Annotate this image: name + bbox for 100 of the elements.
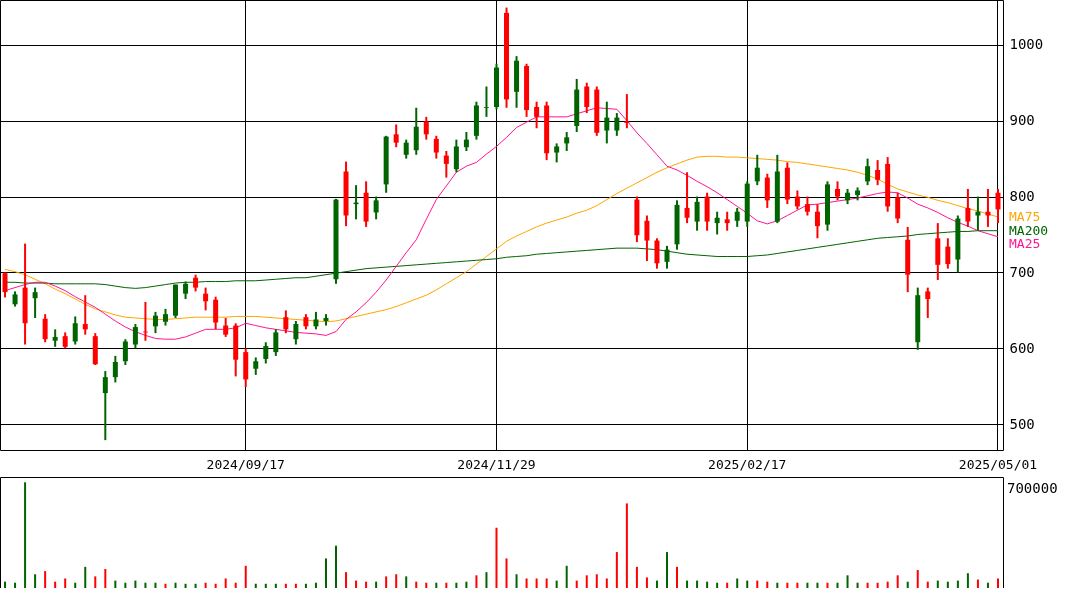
text: 700000: [1007, 480, 1058, 496]
bar: [635, 566, 638, 588]
y-tick-label: 900: [1009, 112, 1035, 129]
candlestick: [223, 316, 229, 338]
candlestick: [664, 244, 670, 270]
candlestick: [794, 189, 800, 211]
bar: [184, 583, 187, 588]
x-tick-label: 2024/11/29: [457, 456, 536, 472]
bar: [555, 580, 558, 588]
bar: [605, 578, 608, 588]
bar: [144, 582, 147, 588]
candlestick: [263, 341, 269, 365]
candlestick: [82, 294, 88, 336]
bar: [856, 582, 859, 588]
bar: [355, 580, 358, 588]
y-tick-label: 600: [1009, 339, 1035, 356]
bar: [204, 582, 207, 588]
candlestick: [584, 81, 590, 115]
bar: [385, 576, 388, 588]
bar: [34, 574, 37, 588]
bar: [335, 545, 338, 588]
bar: [696, 580, 699, 588]
bar: [415, 581, 418, 588]
candlestick: [614, 112, 620, 137]
bar: [676, 566, 679, 588]
bar: [786, 582, 789, 588]
bar: [465, 581, 468, 588]
bar: [836, 582, 839, 588]
bar: [595, 574, 598, 588]
bar: [986, 582, 989, 588]
bar: [74, 582, 77, 588]
bar: [365, 581, 368, 588]
candlestick: [764, 172, 770, 209]
candlestick: [945, 237, 951, 270]
bar: [114, 580, 117, 588]
bar: [916, 570, 919, 588]
bar: [625, 503, 628, 588]
bar: [976, 579, 979, 588]
bar: [495, 527, 498, 588]
bar: [164, 583, 167, 588]
bar: [776, 582, 779, 588]
candlestick: [835, 180, 841, 202]
bar: [866, 582, 869, 588]
bar: [425, 582, 428, 588]
bar: [44, 571, 47, 588]
candlestick: [754, 153, 760, 187]
candlestick: [463, 131, 469, 153]
bar: [575, 580, 578, 588]
bar: [926, 581, 929, 588]
bar: [214, 583, 217, 588]
candlestick: [283, 309, 289, 335]
bar: [274, 583, 277, 588]
y-tick-label: 500: [1009, 415, 1035, 432]
bar: [405, 576, 408, 588]
candlestick: [433, 134, 439, 160]
candlestick: [534, 100, 540, 130]
x-tick-label: 2024/09/17: [206, 456, 285, 472]
candlestick: [925, 286, 931, 319]
candlestick: [684, 171, 690, 225]
x-tick-label: 2025/05/01: [958, 456, 1038, 472]
candlestick: [644, 214, 650, 263]
bar: [706, 581, 709, 588]
bar: [806, 582, 809, 588]
candlestick: [122, 338, 128, 367]
candlestick: [604, 100, 610, 145]
bar: [936, 580, 939, 588]
x-tick-label: 2025/02/17: [708, 456, 787, 472]
candlestick: [814, 203, 820, 240]
candlestick: [273, 328, 279, 357]
bar: [645, 577, 648, 588]
bar: [886, 581, 889, 588]
bar: [134, 580, 137, 588]
bar: [525, 578, 528, 588]
bar: [124, 582, 127, 588]
candlestick: [965, 187, 971, 228]
candlestick: [865, 157, 871, 187]
series-label: MA25: [1009, 235, 1041, 251]
bar: [485, 572, 488, 588]
candlestick: [564, 131, 570, 153]
bar: [224, 578, 227, 588]
bar: [716, 582, 719, 588]
bar: [846, 575, 849, 588]
bar: [345, 572, 348, 588]
candlestick: [985, 187, 991, 228]
candlestick: [413, 106, 419, 156]
candlestick: [213, 295, 219, 331]
candlestick: [724, 210, 730, 232]
bar: [284, 583, 287, 588]
bar: [535, 578, 538, 588]
bar: [435, 582, 438, 588]
candlestick: [554, 142, 560, 164]
candlestick: [443, 150, 449, 179]
bar: [4, 581, 7, 588]
bar: [455, 582, 458, 588]
bar: [906, 581, 909, 588]
bar: [24, 482, 27, 588]
y-tick-label: 1000: [1009, 36, 1044, 53]
bar: [314, 582, 317, 588]
series-label: MA75: [1009, 209, 1041, 225]
bar: [736, 578, 739, 588]
